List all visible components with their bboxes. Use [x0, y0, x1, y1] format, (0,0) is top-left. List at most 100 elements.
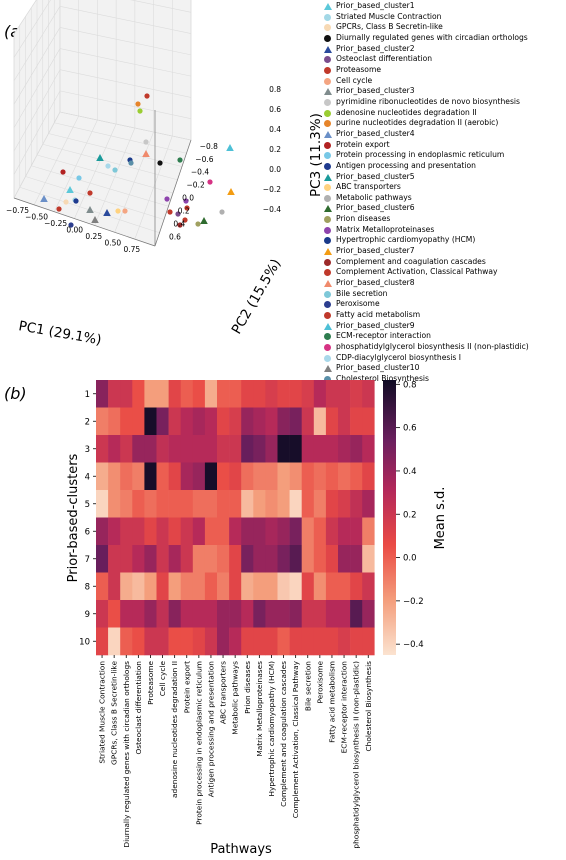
pca-point — [167, 209, 173, 215]
heatmap-cell — [229, 517, 242, 546]
legend-item: Prior_based_cluster6 — [322, 203, 566, 214]
axis-line — [13, 197, 156, 247]
heatmap-cell — [277, 407, 290, 436]
heatmap-cell — [96, 517, 109, 546]
row-label: 2 — [85, 417, 90, 427]
circle-marker-icon — [324, 56, 331, 64]
triangle-marker-icon — [324, 130, 332, 138]
pca-point — [143, 139, 149, 145]
heatmap-column-labels: Striated Muscle Contraction GPCRs, Class … — [98, 655, 373, 849]
heatmap-cell — [108, 627, 121, 656]
heatmap-cell — [144, 380, 157, 408]
circle-marker-icon — [324, 312, 331, 320]
pca-point — [105, 163, 111, 169]
pca-point — [195, 221, 201, 227]
heatmap-cell — [241, 407, 254, 436]
circle-marker-icon — [324, 184, 331, 192]
legend-item: Osteoclast differentiation — [322, 54, 566, 65]
legend-item: Prior_based_cluster5 — [322, 172, 566, 183]
circle-marker-icon — [324, 98, 331, 106]
pca-point — [135, 101, 141, 107]
heatmap-cell — [362, 435, 375, 463]
heatmap-cell — [253, 545, 266, 573]
legend-item: Metabolic pathways — [322, 193, 566, 204]
circle-marker-icon — [324, 216, 331, 224]
legend-label: Prior_based_cluster10 — [336, 363, 420, 373]
grid-line — [13, 27, 61, 105]
pc3-axis-label: PC3 (11.3%) — [308, 113, 322, 197]
pca-point-triangle — [86, 206, 94, 213]
heatmap-cell — [156, 462, 169, 491]
row-label: 10 — [79, 637, 90, 647]
pc2-tick-label: −0.4 — [191, 168, 209, 177]
column-label: Proteasome — [146, 661, 155, 705]
circle-marker-icon — [324, 269, 331, 277]
pc1-axis-label: PC1 (29.1%) — [17, 318, 102, 348]
pathway-heatmap: 1 2 3 4 5 6 7 8 9 10 Striated Muscle Contraction G… — [66, 380, 448, 857]
row-label: 9 — [85, 610, 90, 620]
legend-item: Prior_based_cluster8 — [322, 278, 566, 289]
heatmap-cell — [132, 462, 145, 491]
heatmap-cell — [313, 627, 327, 656]
colorbar-ticks: 0.8 0.6 0.4 0.2 0.0 −0.2 −0.4 — [396, 380, 424, 650]
heatmap-cell — [229, 627, 242, 656]
heatmap-cell — [289, 407, 302, 436]
heatmap-cell — [289, 435, 302, 463]
column-label: Metabolic pathways — [231, 661, 240, 735]
pc3-tick-label: 0.2 — [269, 145, 281, 154]
heatmap-cell — [217, 407, 230, 436]
grid-line — [13, 48, 61, 128]
column-label: Fatty acid metabolism — [327, 661, 336, 743]
row-label: 8 — [85, 582, 90, 592]
triangle-marker-icon — [324, 3, 332, 10]
heatmap-cell — [265, 490, 278, 518]
grid-line — [13, 0, 37, 35]
heatmap-cell — [180, 572, 194, 601]
heatmap-cell — [229, 380, 242, 408]
heatmap-cell — [120, 462, 133, 491]
heatmap-cell — [301, 627, 315, 656]
circle-marker-icon — [324, 290, 331, 298]
circle-marker-icon — [324, 152, 331, 160]
heatmap-cell — [108, 517, 121, 546]
heatmap-cell — [168, 407, 181, 436]
circle-marker-icon — [324, 226, 331, 234]
heatmap-cell — [192, 380, 206, 408]
heatmap-cell — [168, 627, 181, 656]
heatmap-cell — [156, 600, 169, 628]
legend-label: Prior_based_cluster3 — [336, 86, 415, 96]
heatmap-cell — [301, 517, 315, 546]
heatmap-cell — [313, 600, 327, 628]
legend-label: Prior_based_cluster6 — [336, 203, 415, 213]
heatmap-cell — [132, 627, 145, 656]
heatmap-cell — [325, 545, 339, 573]
heatmap-cell — [241, 545, 254, 573]
pca-point — [175, 211, 181, 217]
pca-point — [177, 157, 183, 163]
heatmap-cell — [338, 380, 351, 408]
heatmap-cell — [144, 517, 157, 546]
heatmap-cell — [277, 435, 290, 463]
heatmap-cell — [241, 380, 254, 408]
legend-label: GPCRs, Class B Secretin-like — [336, 22, 443, 32]
grid-line — [59, 5, 192, 34]
heatmap-cell — [168, 572, 181, 601]
grid-line — [13, 0, 51, 58]
legend-label: Prior_based_cluster7 — [336, 246, 415, 256]
heatmap-cell — [277, 490, 290, 518]
heatmap-cell — [325, 600, 339, 628]
heatmap-cell — [180, 435, 194, 463]
circle-marker-icon — [324, 344, 331, 351]
pc2-tick-label: −0.2 — [187, 181, 205, 190]
pca-point — [76, 175, 82, 181]
legend-item: Fatty acid metabolism — [322, 310, 566, 321]
legend-item: Striated Muscle Contraction — [322, 12, 566, 23]
heatmap-cell — [192, 517, 206, 546]
pca-3d-scatter: −0.75−0.50−0.250.000.250.500.75 −0.8 −0.6 −… — [6, 0, 322, 349]
pc3-tick-label: 0.8 — [269, 85, 281, 94]
pca-point — [63, 199, 69, 205]
heatmap-cell — [338, 572, 351, 601]
heatmap-ylabel: Prior-based-clusters — [66, 453, 81, 582]
heatmap-cell — [350, 517, 363, 546]
colorbar-tick-label: 0.2 — [403, 510, 417, 520]
